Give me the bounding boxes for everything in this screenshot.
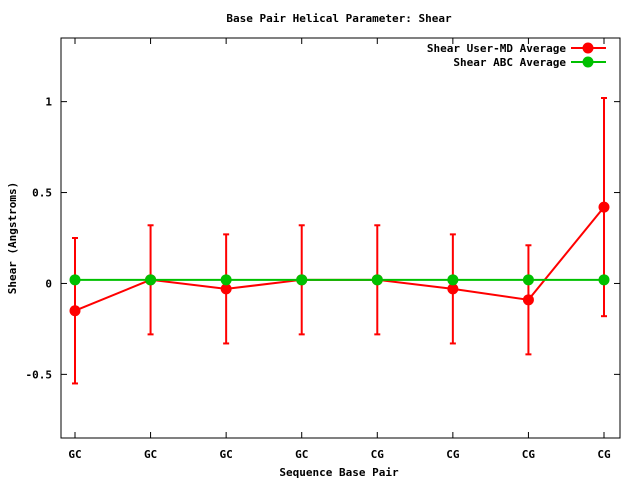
legend-label: Shear ABC Average — [453, 56, 566, 69]
y-tick-label: 0.5 — [32, 187, 52, 200]
data-point — [220, 283, 232, 295]
data-point — [447, 274, 459, 286]
x-tick-label: CG — [371, 448, 385, 461]
legend-marker — [582, 42, 594, 54]
y-tick-label: -0.5 — [26, 368, 53, 381]
y-tick-label: 0 — [45, 277, 52, 290]
data-point — [69, 305, 81, 317]
legend-label: Shear User-MD Average — [427, 42, 566, 55]
data-point — [522, 294, 534, 306]
series-layer — [69, 97, 610, 385]
x-tick-label: CG — [597, 448, 611, 461]
x-tick-label: GC — [220, 448, 233, 461]
series-2 — [69, 274, 610, 286]
data-point — [598, 274, 610, 286]
y-axis-label: Shear (Angstroms) — [6, 182, 19, 295]
series-line — [74, 206, 605, 312]
series-1 — [69, 97, 610, 385]
data-point — [69, 274, 81, 286]
y-tick-label: 1 — [45, 96, 52, 109]
data-point — [296, 274, 308, 286]
data-point — [598, 201, 610, 213]
chart-title: Base Pair Helical Parameter: Shear — [226, 12, 452, 25]
x-axis-label: Sequence Base Pair — [279, 466, 399, 479]
x-tick-label: GC — [144, 448, 157, 461]
data-point — [220, 274, 232, 286]
x-tick-label: CG — [522, 448, 536, 461]
legend-marker — [582, 56, 594, 68]
data-point — [371, 274, 383, 286]
data-point — [447, 283, 459, 295]
x-tick-label: CG — [446, 448, 460, 461]
data-point — [145, 274, 157, 286]
x-tick-label: GC — [68, 448, 81, 461]
y-axis: -0.5 0 0.5 1 — [26, 96, 620, 381]
data-point — [522, 274, 534, 286]
plot-frame — [60, 37, 621, 439]
x-axis: GC GC GC GC CG CG CG CG — [68, 38, 611, 461]
x-tick-label: GC — [295, 448, 308, 461]
